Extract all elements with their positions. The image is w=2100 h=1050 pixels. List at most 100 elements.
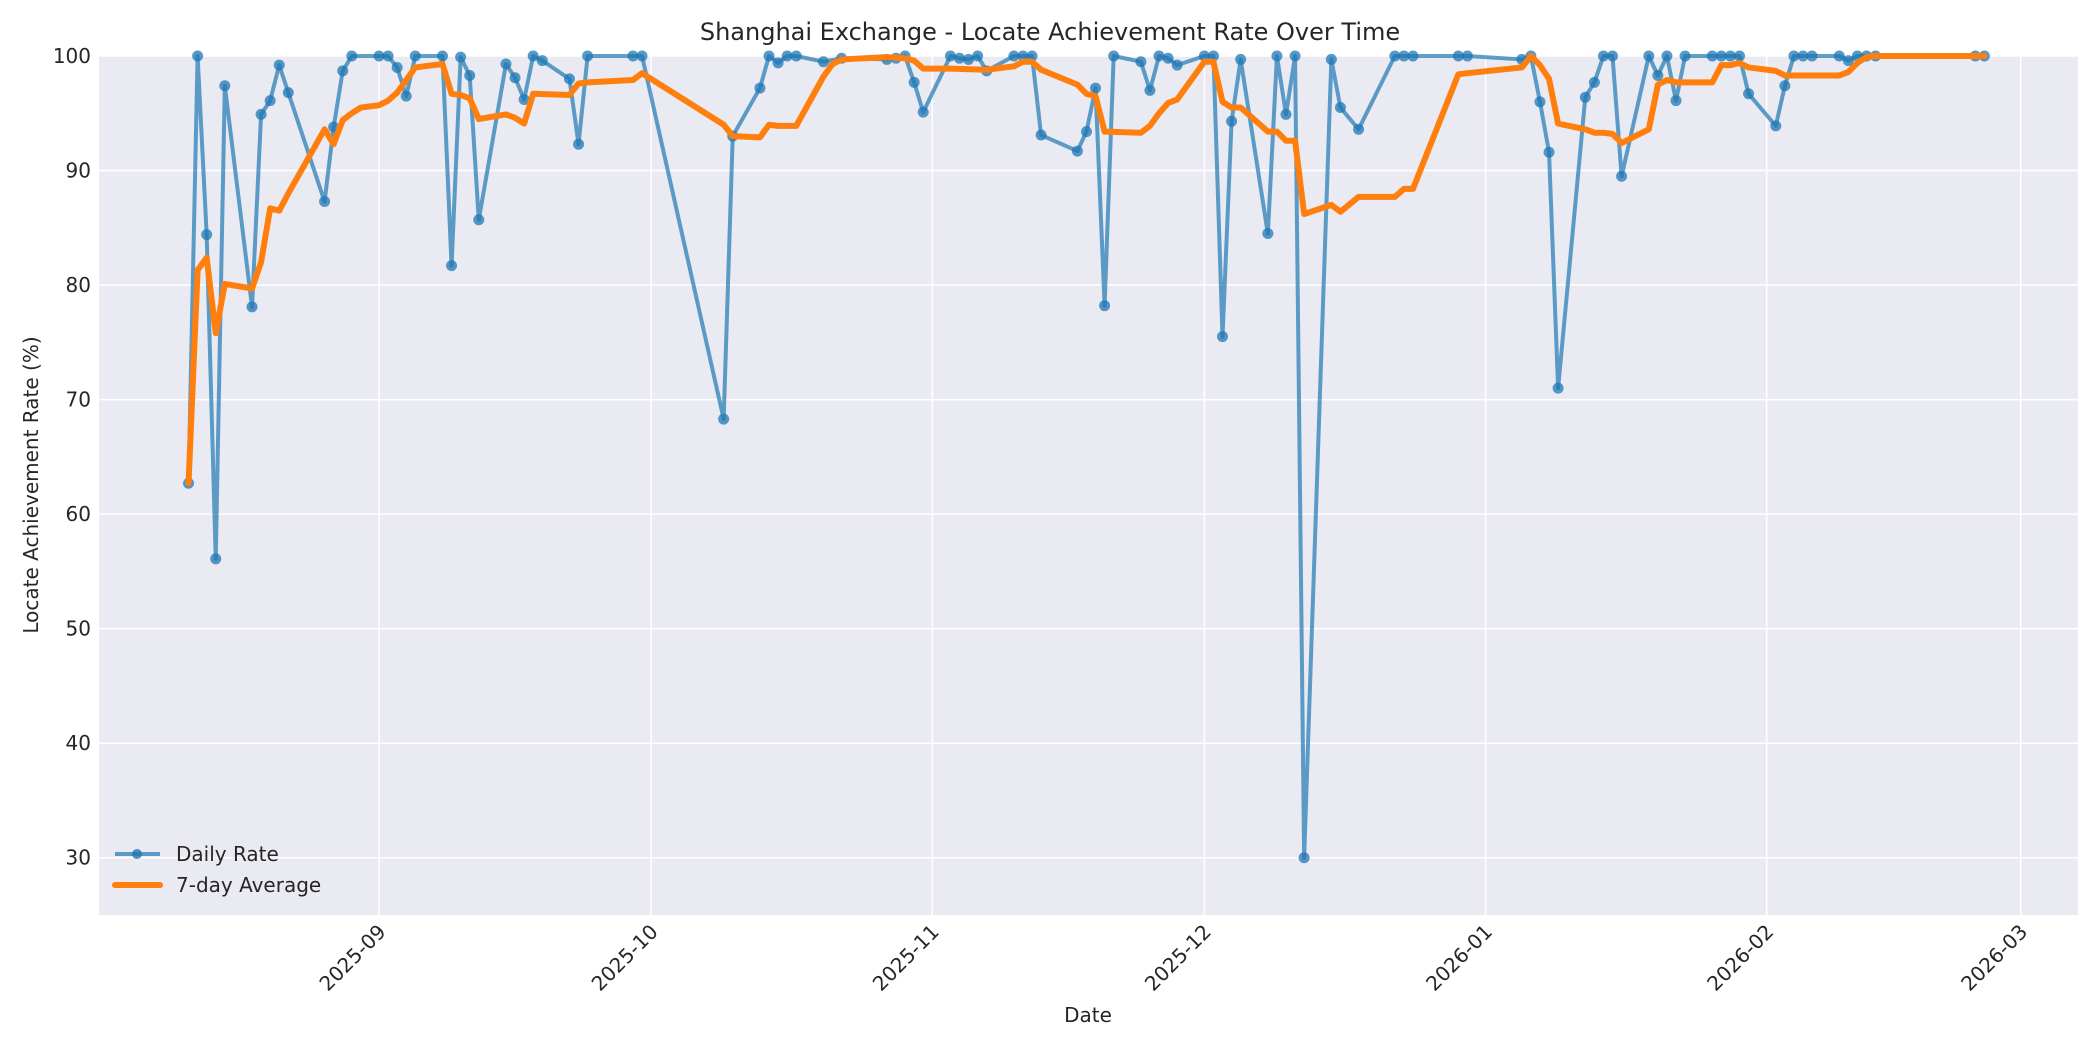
daily-rate-point <box>1144 84 1156 96</box>
y-axis-label: Locate Achievement Rate (%) <box>19 336 43 633</box>
daily-rate-point <box>1235 53 1247 65</box>
daily-rate-point <box>1171 59 1183 71</box>
daily-rate-point <box>754 82 766 94</box>
daily-rate-point <box>1099 300 1111 312</box>
daily-rate-point <box>908 76 920 88</box>
daily-rate-point <box>718 413 730 425</box>
daily-rate-point <box>337 65 349 77</box>
daily-rate-point <box>1734 50 1745 62</box>
daily-rate-point <box>1607 50 1619 62</box>
x-tick-label: 2025-10 <box>587 920 663 996</box>
daily-rate-point <box>1271 50 1283 62</box>
daily-rate-point <box>917 106 929 118</box>
daily-rate-point <box>1770 120 1782 132</box>
daily-rate-point <box>464 69 476 81</box>
daily-rate-point <box>1325 53 1337 65</box>
daily-rate-point <box>817 56 829 68</box>
daily-rate-point <box>636 50 648 62</box>
daily-rate-point <box>210 553 222 565</box>
daily-rate-point <box>1706 50 1718 62</box>
x-tick-label: 2025-12 <box>1140 920 1216 996</box>
daily-rate-point <box>1008 50 1020 62</box>
daily-rate-point <box>201 229 213 241</box>
daily-rate-point <box>1080 126 1092 138</box>
daily-rate-point <box>1452 50 1464 62</box>
daily-rate-point <box>1035 129 1047 141</box>
daily-rate-point <box>509 72 521 84</box>
daily-rate-point <box>1289 50 1301 62</box>
x-axis-label: Date <box>1064 1003 1112 1027</box>
daily-rate-point <box>953 52 965 64</box>
seven-day-average-line <box>185 53 1988 487</box>
daily-rate-point <box>944 50 956 62</box>
daily-rate-point <box>409 50 421 62</box>
daily-rate-point <box>1398 50 1410 62</box>
x-tick-label: 2026-01 <box>1421 920 1497 996</box>
daily-rate-point <box>319 195 331 207</box>
legend-daily-rate-marker-icon <box>132 849 142 859</box>
daily-rate-point <box>1226 115 1238 127</box>
daily-rate-point <box>1543 146 1555 158</box>
daily-rate-point <box>1743 88 1755 100</box>
daily-rate-point <box>273 59 285 71</box>
daily-rate-point <box>282 87 294 99</box>
daily-rate-point <box>400 90 412 102</box>
daily-rate-point <box>1788 50 1800 62</box>
legend-daily-rate-label: Daily Rate <box>176 842 279 866</box>
daily-rate-point <box>1652 69 1664 81</box>
legend-seven-day-average-label: 7-day Average <box>176 873 321 897</box>
y-axis-ticks: 30 40 50 60 70 80 90 100 <box>53 44 91 870</box>
daily-rate-point <box>264 95 276 107</box>
x-tick-label: 2025-09 <box>314 920 390 996</box>
seven-day-average-series <box>185 53 1988 487</box>
daily-rate-point <box>1797 50 1809 62</box>
daily-rate-point <box>1298 852 1310 864</box>
daily-rate-point <box>391 61 403 73</box>
daily-rate-point <box>1579 91 1591 103</box>
y-tick-label: 40 <box>66 731 91 755</box>
daily-rate-point <box>346 50 358 62</box>
daily-rate-point <box>527 50 539 62</box>
x-axis-ticks: 2025-09 2025-10 2025-11 2025-12 2026-01 2026-… <box>314 920 2032 996</box>
y-tick-label: 100 <box>53 44 91 68</box>
y-tick-label: 30 <box>66 846 91 870</box>
x-tick-label: 2026-03 <box>1956 920 2032 996</box>
daily-rate-point <box>563 73 575 85</box>
daily-rate-point <box>1090 82 1102 94</box>
daily-rate-point <box>373 50 385 62</box>
daily-rate-point <box>1779 80 1791 92</box>
daily-rate-point <box>1353 123 1365 135</box>
daily-rate-point <box>1461 50 1473 62</box>
daily-rate-point <box>219 80 231 92</box>
daily-rate-point <box>1833 50 1845 62</box>
y-tick-label: 70 <box>66 388 91 412</box>
legend: Daily Rate 7-day Average <box>112 842 321 897</box>
daily-rate-point <box>1715 50 1727 62</box>
x-tick-label: 2025-11 <box>868 920 944 996</box>
daily-rate-point <box>1670 95 1682 107</box>
daily-rate-point <box>1280 108 1292 120</box>
daily-rate-point <box>455 51 467 63</box>
daily-rate-point <box>763 50 775 62</box>
daily-rate-point <box>382 50 394 62</box>
daily-rate-point <box>1643 50 1655 62</box>
chart-title: Shanghai Exchange - Locate Achievement R… <box>699 18 1401 46</box>
daily-rate-point <box>436 50 448 62</box>
daily-rate-point <box>772 57 784 69</box>
daily-rate-point <box>1334 102 1346 114</box>
daily-rate-point <box>1135 56 1147 68</box>
daily-rate-point <box>627 50 639 62</box>
daily-rate-point <box>1108 50 1120 62</box>
daily-rate-point <box>1588 76 1600 88</box>
daily-rate-series <box>183 50 1990 864</box>
y-tick-label: 50 <box>66 617 91 641</box>
daily-rate-point <box>1407 50 1419 62</box>
daily-rate-point <box>255 108 267 120</box>
daily-rate-point <box>963 53 975 65</box>
daily-rate-point <box>1597 50 1609 62</box>
daily-rate-point <box>781 50 793 62</box>
daily-rate-point <box>790 50 802 62</box>
daily-rate-point <box>446 260 458 272</box>
y-tick-label: 90 <box>66 159 91 183</box>
